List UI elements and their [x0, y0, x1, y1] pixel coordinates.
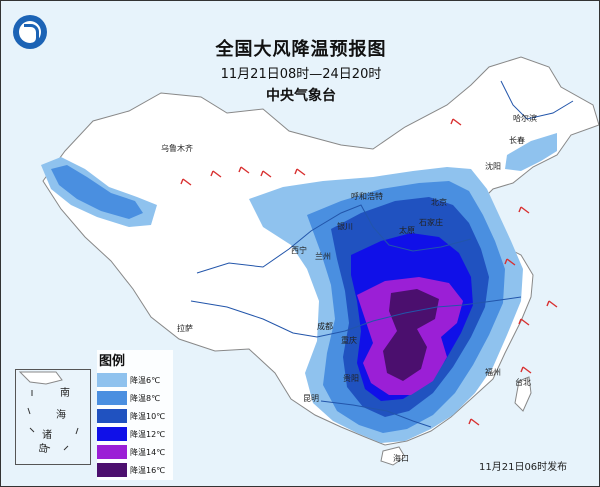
legend-label: 降温6℃ [130, 375, 161, 385]
wind-barb-icon [450, 118, 462, 126]
wind-barb-icon [504, 258, 516, 266]
pearl-river [320, 400, 432, 428]
city-label-yinchuan: 银川 [337, 222, 353, 231]
legend-swatch [97, 409, 127, 423]
legend-label: 降温8℃ [130, 393, 161, 403]
inset-dashes [27, 390, 79, 451]
wind-barb-icon [518, 318, 530, 326]
city-label-xining: 西宁 [291, 246, 307, 255]
inset-coast [18, 371, 63, 385]
legend-label: 降温10℃ [130, 411, 166, 421]
wind-barb-icon [180, 178, 192, 186]
legend-item: 降温10℃ [97, 408, 173, 424]
legend-swatch [97, 427, 127, 441]
wind-barb-icon [260, 170, 272, 178]
inset-label: 岛 [38, 444, 48, 455]
legend-item: 降温8℃ [97, 390, 173, 406]
map-legend: 图例 降温6℃ 降温8℃ 降温10℃ 降温12℃ 降温14℃ 降温16℃ [97, 350, 173, 480]
legend-swatch [97, 391, 127, 405]
legend-label: 降温14℃ [130, 447, 166, 457]
cooling-zone-16 [383, 289, 439, 381]
cooling-zone-8-northwest [51, 165, 143, 219]
city-label-shijiazhuang: 石家庄 [419, 218, 443, 227]
legend-swatch [97, 463, 127, 477]
city-label-urumqi: 乌鲁木齐 [161, 144, 193, 153]
city-label-haikou: 海口 [393, 454, 409, 463]
wind-barb-icon [518, 206, 530, 214]
legend-item: 降温6℃ [97, 372, 173, 388]
wind-barb-icon [520, 366, 532, 374]
city-label-changchun: 长春 [509, 136, 525, 145]
cooling-zone-6-northeast [505, 133, 557, 171]
city-label-chongqing: 重庆 [341, 336, 357, 345]
issue-time: 11月21日06时发布 [479, 462, 568, 473]
wind-barb-icon [294, 168, 306, 176]
issuer-name: 中央气象台 [266, 88, 336, 104]
wind-barb-icon [468, 418, 480, 426]
city-label-lhasa: 拉萨 [177, 324, 193, 333]
city-label-shenyang: 沈阳 [485, 162, 501, 171]
legend-item: 降温12℃ [97, 426, 173, 442]
city-label-hohhot: 呼和浩特 [351, 192, 383, 201]
city-label-lanzhou: 兰州 [315, 252, 331, 261]
city-label-kunming: 昆明 [303, 394, 319, 403]
legend-item: 降温16℃ [97, 462, 173, 478]
city-label-taiyuan: 太原 [399, 226, 415, 235]
legend-label: 降温12℃ [130, 429, 166, 439]
wind-barb-icon [238, 166, 250, 174]
wind-barb-icon [210, 170, 222, 178]
city-label-fuzhou: 福州 [485, 368, 501, 377]
legend-swatch [97, 445, 127, 459]
south-china-sea-inset: 南 海 诸 岛 [15, 369, 91, 465]
inset-label: 诸 [42, 430, 52, 441]
wind-barbs [180, 118, 558, 426]
legend-label: 降温16℃ [130, 465, 166, 475]
inset-label: 南 [60, 388, 70, 399]
inset-map [18, 371, 79, 451]
taiwan-island [514, 376, 532, 412]
inset-label: 海 [56, 410, 66, 421]
city-label-chengdu: 成都 [317, 322, 333, 331]
hainan-island [380, 446, 406, 466]
city-label-guiyang: 贵阳 [343, 374, 359, 383]
wind-barb-icon [546, 300, 558, 308]
legend-item: 降温14℃ [97, 444, 173, 460]
map-title: 全国大风降温预报图 [215, 39, 387, 60]
yellow-river [196, 204, 472, 274]
city-label-harbin: 哈尔滨 [513, 114, 537, 123]
songhua-river [500, 80, 574, 120]
city-label-taibei: 台北 [515, 378, 531, 387]
city-label-beijing: 北京 [431, 198, 447, 207]
yangtze-river [190, 296, 522, 338]
legend-swatch [97, 373, 127, 387]
cma-logo-icon [13, 15, 47, 49]
forecast-period: 11月21日08时—24日20时 [220, 67, 382, 82]
legend-title: 图例 [99, 354, 126, 369]
